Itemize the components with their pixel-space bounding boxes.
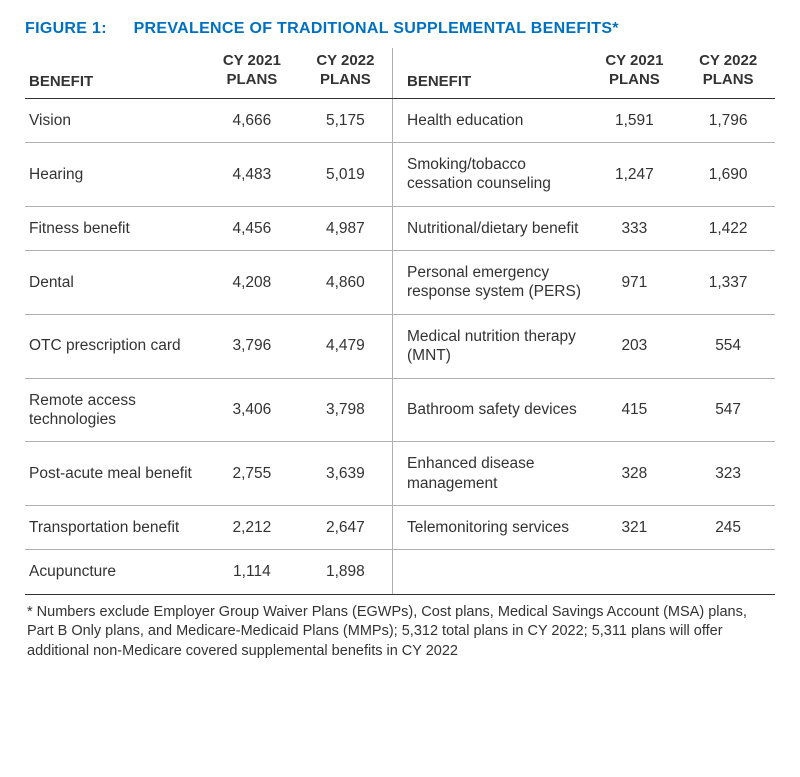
table-row: Remote access technologies3,4063,798Bath… [25, 378, 775, 442]
cell-cy2022-left: 1,898 [299, 550, 393, 594]
cell-cy2022-left: 5,175 [299, 98, 393, 142]
cell-benefit-right: Bathroom safety devices [393, 378, 588, 442]
cell-cy2021-left: 3,406 [205, 378, 299, 442]
table-row: Dental4,2084,860Personal emergency respo… [25, 251, 775, 315]
cell-cy2022-left: 3,798 [299, 378, 393, 442]
cell-benefit-left: Vision [25, 98, 205, 142]
cell-cy2022-left: 4,479 [299, 314, 393, 378]
cell-benefit-right: Enhanced disease management [393, 442, 588, 506]
cell-cy2022-right: 1,690 [681, 142, 775, 206]
cell-cy2021-left: 4,483 [205, 142, 299, 206]
footnote: * Numbers exclude Employer Group Waiver … [25, 603, 775, 662]
cell-cy2022-right [681, 550, 775, 594]
cell-cy2021-right: 333 [588, 206, 682, 250]
cell-benefit-right [393, 550, 588, 594]
cell-cy2021-right: 328 [588, 442, 682, 506]
cell-benefit-right: Personal emergency response system (PERS… [393, 251, 588, 315]
cell-cy2021-left: 2,212 [205, 506, 299, 550]
col-benefit-right: BENEFIT [393, 48, 588, 98]
cell-cy2021-left: 1,114 [205, 550, 299, 594]
col-cy2022-right: CY 2022PLANS [681, 48, 775, 98]
cell-benefit-right: Telemonitoring services [393, 506, 588, 550]
cell-cy2022-right: 1,796 [681, 98, 775, 142]
cell-cy2021-right [588, 550, 682, 594]
cell-cy2022-right: 323 [681, 442, 775, 506]
col-cy2021-right: CY 2021PLANS [588, 48, 682, 98]
table-header-row: BENEFIT CY 2021PLANS CY 2022PLANS BENEFI… [25, 48, 775, 98]
cell-cy2022-left: 4,987 [299, 206, 393, 250]
figure-title: FIGURE 1: PREVALENCE OF TRADITIONAL SUPP… [25, 20, 775, 38]
cell-cy2022-right: 1,422 [681, 206, 775, 250]
table-row: Acupuncture1,1141,898 [25, 550, 775, 594]
cell-cy2021-left: 4,666 [205, 98, 299, 142]
cell-cy2021-left: 4,208 [205, 251, 299, 315]
table-row: OTC prescription card3,7964,479Medical n… [25, 314, 775, 378]
table-row: Fitness benefit4,4564,987Nutritional/die… [25, 206, 775, 250]
cell-benefit-left: Fitness benefit [25, 206, 205, 250]
cell-cy2021-left: 2,755 [205, 442, 299, 506]
table-row: Transportation benefit2,2122,647Telemoni… [25, 506, 775, 550]
cell-cy2021-right: 971 [588, 251, 682, 315]
cell-cy2021-right: 1,247 [588, 142, 682, 206]
cell-benefit-right: Medical nutrition therapy (MNT) [393, 314, 588, 378]
cell-cy2021-right: 203 [588, 314, 682, 378]
cell-benefit-left: Dental [25, 251, 205, 315]
cell-cy2021-right: 1,591 [588, 98, 682, 142]
table-row: Post-acute meal benefit2,7553,639Enhance… [25, 442, 775, 506]
figure-label: FIGURE 1: [25, 20, 107, 38]
cell-cy2021-right: 415 [588, 378, 682, 442]
cell-cy2021-left: 3,796 [205, 314, 299, 378]
cell-cy2021-left: 4,456 [205, 206, 299, 250]
cell-benefit-right: Nutritional/dietary benefit [393, 206, 588, 250]
figure-title-text: PREVALENCE OF TRADITIONAL SUPPLEMENTAL B… [134, 20, 619, 37]
col-cy2021-left: CY 2021PLANS [205, 48, 299, 98]
benefits-table: BENEFIT CY 2021PLANS CY 2022PLANS BENEFI… [25, 48, 775, 595]
cell-benefit-left: Hearing [25, 142, 205, 206]
cell-benefit-left: Acupuncture [25, 550, 205, 594]
cell-benefit-left: OTC prescription card [25, 314, 205, 378]
cell-cy2022-left: 2,647 [299, 506, 393, 550]
cell-cy2022-right: 554 [681, 314, 775, 378]
cell-benefit-right: Health education [393, 98, 588, 142]
cell-cy2022-right: 1,337 [681, 251, 775, 315]
cell-cy2022-right: 547 [681, 378, 775, 442]
cell-cy2021-right: 321 [588, 506, 682, 550]
cell-benefit-left: Remote access technologies [25, 378, 205, 442]
cell-benefit-right: Smoking/tobacco cessation counseling [393, 142, 588, 206]
col-cy2022-left: CY 2022PLANS [299, 48, 393, 98]
cell-cy2022-left: 3,639 [299, 442, 393, 506]
table-row: Hearing4,4835,019Smoking/tobacco cessati… [25, 142, 775, 206]
table-row: Vision4,6665,175Health education1,5911,7… [25, 98, 775, 142]
cell-cy2022-left: 4,860 [299, 251, 393, 315]
cell-cy2022-right: 245 [681, 506, 775, 550]
col-benefit-left: BENEFIT [25, 48, 205, 98]
cell-cy2022-left: 5,019 [299, 142, 393, 206]
cell-benefit-left: Transportation benefit [25, 506, 205, 550]
cell-benefit-left: Post-acute meal benefit [25, 442, 205, 506]
